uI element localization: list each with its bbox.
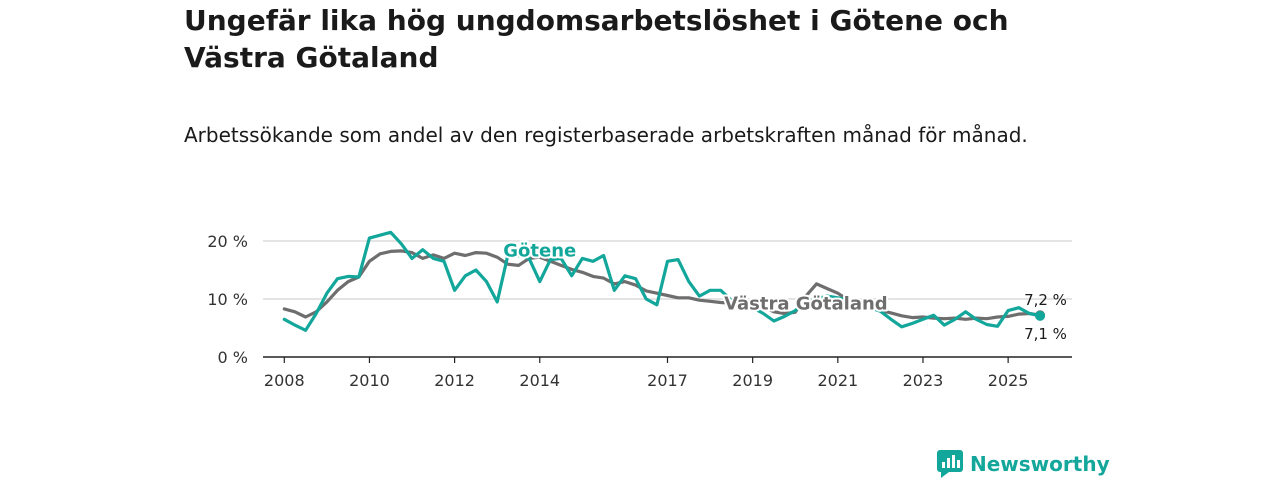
chart-subtitle: Arbetssökande som andel av den registerb… <box>184 123 1028 147</box>
y-tick-label: 0 % <box>218 348 248 367</box>
newsworthy-brand: Newsworthy <box>937 448 1110 480</box>
x-tick-label: 2019 <box>732 371 773 390</box>
series-line-västra-götaland <box>282 249 1042 321</box>
y-tick-label: 20 % <box>207 232 248 251</box>
series-name-label: Västra Götaland <box>724 293 888 314</box>
x-tick-label: 2012 <box>434 371 475 390</box>
newsworthy-logo-text: Newsworthy <box>970 452 1110 476</box>
series-labels: Götene Västra Götaland 7,2 % 7,1 % <box>501 239 1067 343</box>
x-tick-label: 2014 <box>519 371 560 390</box>
axes: 0 % 10 % 20 % 2008 2010 2012 2014 2017 2019 2021 2… <box>207 232 1072 390</box>
y-tick-label: 10 % <box>207 290 248 309</box>
x-tick-label: 2023 <box>903 371 944 390</box>
x-tick-label: 2025 <box>988 371 1029 390</box>
x-tick-label: 2021 <box>817 371 858 390</box>
series-lines <box>282 230 1046 332</box>
x-tick-label: 2008 <box>264 371 305 390</box>
series-line-götene <box>282 230 1042 332</box>
x-tick-label: 2010 <box>349 371 390 390</box>
gridlines <box>263 240 1072 300</box>
chart-title: Ungefär lika hög ungdomsarbetslöshet i G… <box>184 4 1009 74</box>
end-value-label: 7,1 % <box>1024 325 1067 343</box>
end-value-label: 7,2 % <box>1024 291 1067 309</box>
x-tick-label: 2017 <box>647 371 688 390</box>
series-end-point <box>1035 310 1046 321</box>
newsworthy-logo-icon <box>937 450 963 478</box>
series-name-label: Götene <box>503 241 576 262</box>
